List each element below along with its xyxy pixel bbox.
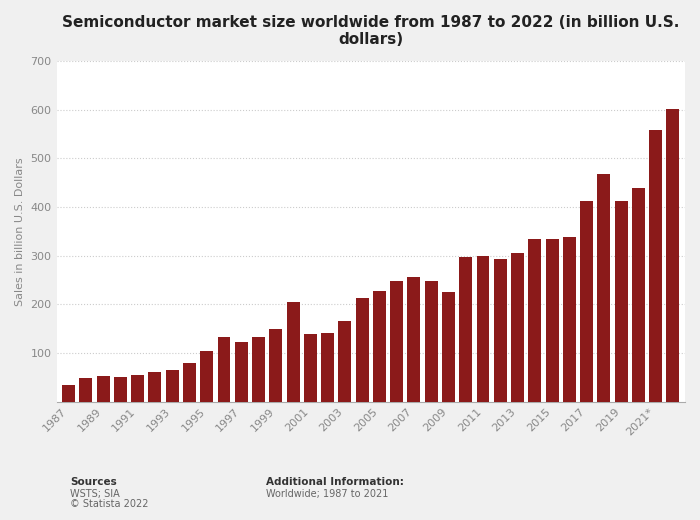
Bar (286, 302, 300, 401)
Bar (511, 253, 524, 401)
Bar (200, 352, 214, 401)
Bar (131, 375, 144, 401)
Text: Worldwide; 1987 to 2021: Worldwide; 1987 to 2021 (266, 489, 388, 499)
Bar (545, 239, 559, 401)
Bar (218, 337, 230, 401)
Bar (459, 256, 473, 401)
Bar (563, 237, 576, 401)
Text: WSTS; SIA: WSTS; SIA (70, 489, 120, 499)
Bar (649, 129, 662, 401)
Bar (580, 201, 593, 401)
Bar (304, 334, 317, 401)
Bar (114, 376, 127, 401)
Bar (338, 321, 351, 401)
Bar (666, 109, 680, 401)
Bar (373, 291, 386, 401)
Bar (632, 188, 645, 401)
Bar (321, 333, 334, 401)
Bar (79, 378, 92, 401)
Bar (442, 292, 455, 401)
Y-axis label: Sales in billion U.S. Dollars: Sales in billion U.S. Dollars (15, 157, 25, 306)
Bar (270, 329, 282, 401)
Bar (477, 256, 489, 401)
Bar (234, 342, 248, 401)
Text: Sources: Sources (70, 477, 117, 487)
Bar (407, 278, 421, 401)
Bar (62, 385, 75, 401)
Bar (183, 362, 196, 401)
Text: Additional Information:: Additional Information: (266, 477, 404, 487)
Bar (356, 298, 369, 401)
Bar (597, 174, 610, 401)
Text: © Statista 2022: © Statista 2022 (70, 499, 148, 509)
Bar (494, 259, 507, 401)
Bar (148, 372, 162, 401)
Bar (390, 281, 403, 401)
Bar (425, 281, 438, 401)
Bar (97, 376, 110, 401)
Title: Semiconductor market size worldwide from 1987 to 2022 (in billion U.S.
dollars): Semiconductor market size worldwide from… (62, 15, 680, 47)
Bar (166, 370, 179, 401)
Bar (528, 239, 541, 401)
Bar (615, 201, 628, 401)
Bar (252, 337, 265, 401)
